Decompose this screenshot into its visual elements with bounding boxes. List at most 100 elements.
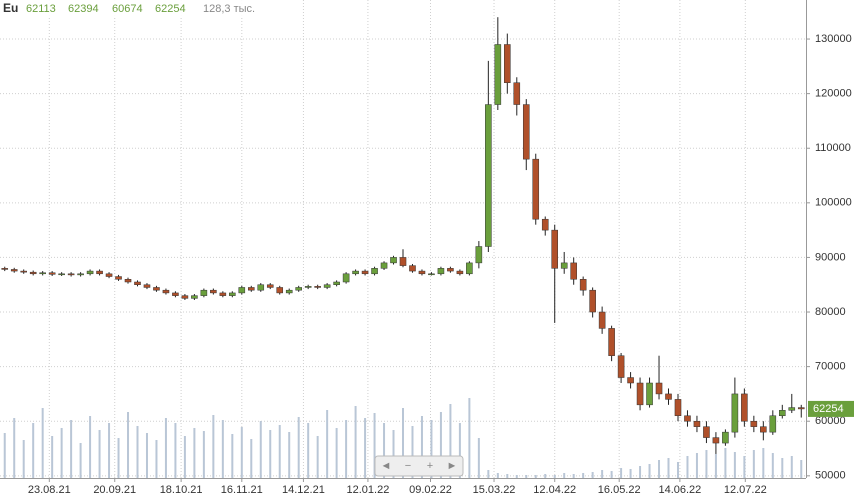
y-tick-label: 70000 xyxy=(815,361,846,373)
volume-bar xyxy=(553,475,556,478)
candle-body xyxy=(494,44,502,105)
volume-bar xyxy=(733,452,736,478)
candle-body xyxy=(191,295,198,299)
candle-body xyxy=(504,44,511,83)
candle-body xyxy=(551,229,559,269)
volume-bar xyxy=(32,423,35,478)
volume-bar xyxy=(620,468,623,478)
candle-body xyxy=(380,262,388,269)
volume-bar xyxy=(145,433,148,478)
candle-body xyxy=(769,415,777,433)
candle-body xyxy=(779,410,786,417)
candle-body xyxy=(750,420,758,427)
volume-bar xyxy=(326,410,329,478)
candle-body xyxy=(96,270,103,275)
volume-bar xyxy=(202,431,205,478)
candle-body xyxy=(437,268,445,275)
candle-body xyxy=(428,273,435,276)
candle-body xyxy=(342,273,350,283)
candle-body xyxy=(485,104,492,247)
candle-body xyxy=(361,270,369,275)
volume-bar xyxy=(487,470,490,478)
nav-left[interactable]: ◄ xyxy=(381,460,392,472)
candle-body xyxy=(210,289,217,294)
volume-bar xyxy=(629,469,632,478)
candle-body xyxy=(1,268,9,270)
candle-body xyxy=(598,311,606,329)
candle-body xyxy=(399,257,407,266)
y-tick-label: 60000 xyxy=(815,415,846,427)
candle-body xyxy=(579,279,587,291)
volume-bar xyxy=(164,418,167,478)
candle-body xyxy=(475,246,483,264)
nav-zoom-in[interactable]: + xyxy=(427,460,433,472)
candle-body xyxy=(760,426,767,433)
volume-bar xyxy=(449,404,452,478)
x-tick-label: 14.12.21 xyxy=(282,484,325,496)
last-price-box xyxy=(808,400,854,417)
candle-body xyxy=(636,382,644,406)
volume-bar xyxy=(22,440,25,478)
volume-bar xyxy=(240,427,243,478)
volume-bar xyxy=(117,438,120,478)
volume-bar xyxy=(155,440,158,478)
volume-bar xyxy=(658,460,661,478)
y-tick-label: 50000 xyxy=(815,470,846,482)
volume-bar xyxy=(752,450,755,478)
candle-body xyxy=(466,262,473,275)
volume-bar xyxy=(563,473,566,478)
candle-body xyxy=(39,272,46,275)
volume-bar xyxy=(601,470,604,478)
volume-bar xyxy=(316,436,319,478)
volume-bar xyxy=(41,408,44,478)
candle-body xyxy=(617,355,625,378)
candle-body xyxy=(693,420,701,427)
volume-bar xyxy=(259,421,262,478)
candle-body xyxy=(722,431,729,444)
candle-body xyxy=(257,284,265,291)
candle-body xyxy=(608,328,615,356)
x-tick-label: 15.03.22 xyxy=(473,484,516,496)
x-tick-label: 23.08.21 xyxy=(28,484,71,496)
low-value: 60674 xyxy=(112,3,143,15)
volume-bar xyxy=(383,423,386,478)
volume-bar xyxy=(515,475,518,478)
candle-body xyxy=(409,265,416,272)
volume-bar xyxy=(79,443,82,478)
candle-body xyxy=(229,292,236,296)
volume-bar xyxy=(591,472,594,478)
open-value: 62113 xyxy=(26,3,56,15)
nav-zoom-out[interactable]: − xyxy=(405,460,411,472)
volume-bar xyxy=(269,430,272,478)
x-tick-label: 12.07.22 xyxy=(724,484,767,496)
volume-bar xyxy=(136,426,139,478)
volume-bar xyxy=(354,406,357,478)
candle-body xyxy=(276,287,284,294)
volume-bar xyxy=(392,430,395,478)
candle-body xyxy=(10,269,18,272)
volume-bar xyxy=(762,448,765,478)
candle-body xyxy=(513,82,521,105)
volume-bar xyxy=(297,417,300,478)
nav-box xyxy=(374,455,464,477)
candle-body xyxy=(456,270,464,275)
volume-bar xyxy=(743,456,746,478)
candle-body xyxy=(570,262,577,280)
x-tick-label: 14.06.22 xyxy=(658,484,701,496)
volume-bar xyxy=(468,398,471,478)
nav-right[interactable]: ► xyxy=(447,460,458,472)
candle-body xyxy=(684,415,691,422)
candle-body xyxy=(86,270,94,275)
volume-bar xyxy=(458,423,461,478)
candle-body xyxy=(124,279,132,283)
volume-bar xyxy=(402,408,404,478)
candle-body xyxy=(447,268,454,272)
y-tick-label: 80000 xyxy=(815,306,846,318)
candle-body xyxy=(285,289,293,294)
candle-body xyxy=(646,382,653,406)
volume-bar xyxy=(420,416,423,478)
x-tick-label: 16.11.21 xyxy=(221,484,263,496)
volume-bar xyxy=(89,416,92,478)
